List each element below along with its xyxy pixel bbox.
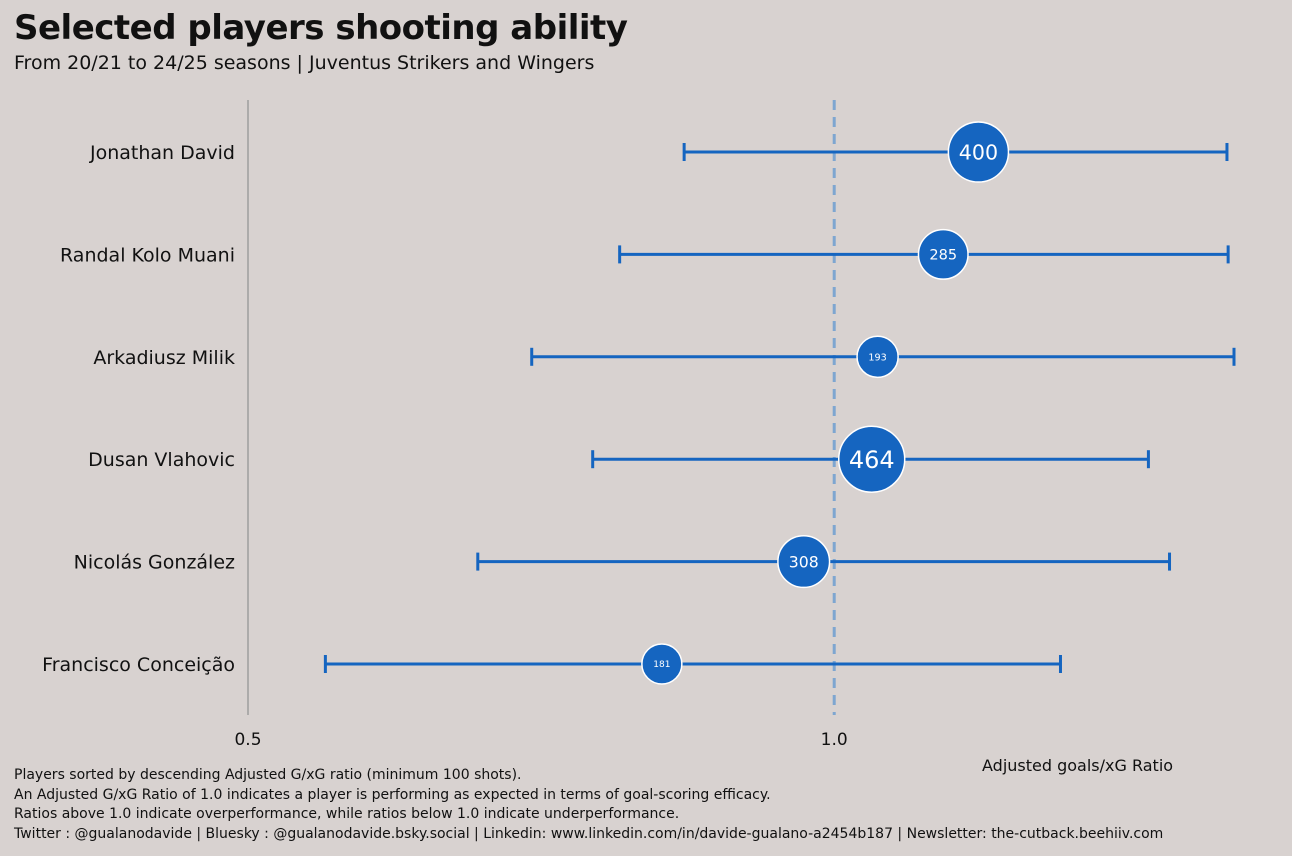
footer-line-definition: An Adjusted G/xG Ratio of 1.0 indicates … [14,786,771,803]
player-row: Jonathan David 400 [89,121,1229,183]
player-row: Nicolás González 308 [74,535,1172,589]
player-label: Randal Kolo Muani [60,244,235,266]
x-tick-label: 1.0 [821,730,848,750]
shots-label: 193 [868,352,886,363]
ratio-point [641,643,683,685]
shots-label: 464 [849,446,895,474]
player-label: Arkadiusz Milik [93,347,235,369]
chart-subtitle: From 20/21 to 24/25 seasons | Juventus S… [14,52,595,74]
footer-line-interpretation: Ratios above 1.0 indicate overperformanc… [14,806,680,822]
player-label: Nicolás González [74,552,235,574]
ratio-point [777,535,831,589]
player-row: Francisco Conceição 181 [42,643,1062,685]
ratio-point [947,121,1010,183]
x-axis-label: Adjusted goals/xG Ratio [982,756,1174,775]
player-row: Randal Kolo Muani 285 [60,228,1230,280]
chart-title: Selected players shooting ability [14,8,628,48]
footer-line-credits: Twitter : @gualanodavide | Bluesky : @gu… [14,825,1164,842]
ratio-point [837,425,906,493]
player-label: Francisco Conceição [42,654,235,676]
player-row: Dusan Vlahovic 464 [88,425,1150,493]
player-label: Jonathan David [89,142,235,164]
player-label: Dusan Vlahovic [88,449,235,471]
shots-label: 400 [959,140,998,164]
shots-label: 285 [929,248,957,264]
footer-line-sorting: Players sorted by descending Adjusted G/… [14,767,522,783]
player-row: Arkadiusz Milik 193 [93,335,1236,379]
shots-label: 308 [789,552,819,571]
ratio-point [917,228,969,280]
footer-notes: Players sorted by descending Adjusted G/… [14,766,1163,844]
shots-label: 181 [653,660,670,670]
x-tick-label: 0.5 [234,730,261,750]
ratio-point [856,335,899,379]
